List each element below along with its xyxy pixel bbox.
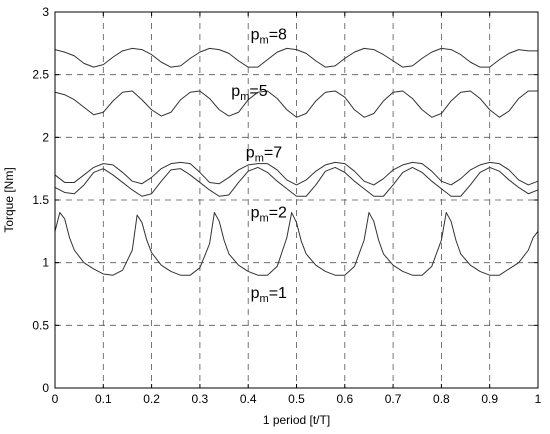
series-lines [54,47,539,276]
x-tick-label: 0.5 [288,392,305,406]
x-tick-label: 0.7 [385,392,402,406]
x-tick-label: 0.8 [433,392,450,406]
y-axis-label: Torque [Nm] [2,167,16,232]
x-tick-label: 0.9 [481,392,498,406]
x-tick-label: 0.3 [192,392,209,406]
series-annotation: pm=2 [251,205,287,225]
y-tick-label: 0 [42,381,49,395]
y-tick-label: 1 [42,256,49,270]
x-tick-label: 0.6 [336,392,353,406]
x-axis-label: 1 period [t/T] [263,413,330,427]
series-annotation: pm=8 [251,27,287,47]
series-line-2 [54,90,538,118]
y-tick-label: 3 [42,5,49,19]
series-line-3 [54,161,539,186]
axis-ticks: 0 0.1 0.2 0.3 0.4 0.5 0.6 0.7 0.8 0.9 1 0 0.5 1 1.5 2 2.… [32,5,541,406]
x-tick-label: 0.2 [143,392,160,406]
x-tick-label: 0.1 [95,392,112,406]
series-annotation: pm=7 [246,144,282,164]
x-tick-label: 0 [52,392,59,406]
series-line-4 [54,166,539,197]
series-annotation: pm=5 [231,83,267,103]
y-tick-label: 2.5 [32,68,49,82]
y-tick-label: 0.5 [32,318,49,332]
series-line-5 [54,212,539,276]
annotations: pm=8 pm=5 pm=7 pm=2 pm=1 [231,27,287,305]
grid [55,12,538,388]
y-tick-label: 2 [42,130,49,144]
y-tick-label: 1.5 [32,193,49,207]
x-tick-label: 0.4 [240,392,257,406]
series-annotation: pm=1 [251,285,287,305]
series-line-1 [54,47,538,68]
x-tick-label: 1 [535,392,542,406]
